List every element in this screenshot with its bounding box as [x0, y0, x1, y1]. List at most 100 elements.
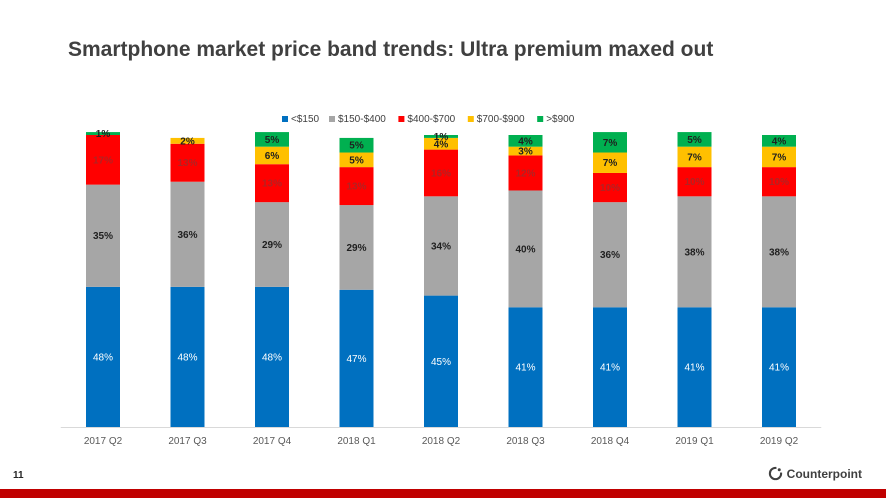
bar-segment-1-5 [508, 190, 543, 308]
data-label-3-4: 4% [434, 139, 449, 150]
data-label-4-0: 1% [96, 129, 111, 140]
legend-swatch-4 [537, 116, 544, 122]
bar-segment-2-7 [677, 167, 712, 197]
data-label-0-4: 45% [431, 357, 451, 368]
bar-segment-3-4 [424, 137, 458, 150]
data-label-4-4: 1% [434, 132, 449, 143]
data-label-0-7: 41% [684, 363, 704, 374]
x-axis-ticks: 2017 Q2 2017 Q3 2017 Q4 2018 Q1 2018 Q2 2018 … [84, 436, 799, 447]
bar-segment-0-6 [593, 307, 627, 427]
counterpoint-logo-icon [768, 466, 782, 481]
x-tick-label-5: 2018 Q3 [506, 436, 545, 447]
bar-segment-4-8 [762, 135, 796, 147]
bar-segment-4-7 [677, 132, 712, 147]
bar-segment-3-2 [255, 146, 289, 165]
data-label-4-6: 7% [603, 138, 618, 149]
bar-segment-3-1 [170, 137, 205, 144]
x-tick-label-3: 2018 Q1 [337, 436, 376, 447]
data-label-1-3: 29% [346, 243, 366, 254]
bar-segment-1-2 [255, 202, 289, 287]
data-label-1-4: 34% [431, 241, 451, 252]
bar-segment-0-5 [508, 307, 543, 427]
bar-segment-2-3 [339, 167, 374, 206]
data-label-2-5: 12% [515, 168, 535, 179]
data-label-4-5: 4% [518, 136, 533, 147]
page-number: 11 [13, 470, 24, 481]
stacked-bar-chart: <$150 $150-$400 $400-$700 $700-$900 >$900 48… [60, 114, 822, 447]
bar-segment-2-4 [424, 149, 458, 197]
bar-segment-4-2 [255, 132, 289, 147]
bar-segment-0-2 [255, 286, 289, 427]
bar-segment-0-8 [762, 307, 796, 427]
legend-label-1: $150-$400 [338, 114, 386, 125]
x-tick-label-4: 2018 Q2 [422, 436, 461, 447]
data-label-4-3: 5% [349, 141, 364, 152]
bar-segment-1-0 [86, 184, 120, 287]
data-label-0-5: 41% [515, 363, 535, 374]
x-tick-label-2: 2017 Q4 [253, 436, 292, 447]
bar-segment-1-3 [339, 205, 374, 290]
data-label-2-7: 10% [684, 177, 704, 188]
data-label-1-1: 36% [177, 230, 197, 241]
data-label-0-6: 41% [600, 363, 620, 374]
bar-segment-4-6 [593, 132, 627, 153]
bar-segment-0-4 [424, 295, 458, 427]
bar-segment-1-1 [170, 181, 205, 287]
brand-logo: Counterpoint [768, 466, 862, 481]
brand-name: Counterpoint [786, 466, 862, 481]
x-tick-label-6: 2018 Q4 [591, 436, 630, 447]
data-label-0-3: 47% [346, 354, 366, 365]
bar-segment-2-6 [593, 172, 627, 203]
x-tick-label-7: 2019 Q1 [675, 436, 714, 447]
data-label-2-4: 16% [431, 168, 451, 179]
legend-swatch-1 [329, 116, 335, 122]
legend-swatch-3 [467, 116, 474, 122]
legend-label-3: $700-$900 [477, 114, 525, 125]
data-label-0-1: 48% [177, 352, 197, 363]
bar-segment-2-0 [86, 135, 120, 185]
bar-segment-2-2 [255, 164, 289, 203]
bar-segment-1-7 [677, 196, 712, 308]
bar-segment-2-8 [762, 167, 796, 197]
chart-bars: 48% 35% 17% 1% 48% 36% 13% 2% 48% 29% 13% 6% 5% 47% 29… [86, 129, 796, 427]
data-label-1-2: 29% [262, 240, 282, 251]
bar-segment-3-7 [677, 146, 712, 168]
data-label-4-2: 5% [265, 135, 280, 146]
bar-segment-3-6 [593, 152, 627, 173]
data-label-0-2: 48% [262, 352, 282, 363]
bar-segment-4-4 [424, 135, 458, 138]
data-label-3-1: 2% [180, 136, 195, 147]
bar-segment-0-7 [677, 307, 712, 427]
bar-segment-4-3 [339, 137, 374, 153]
data-label-2-2: 13% [262, 179, 282, 190]
data-label-2-1: 13% [177, 158, 197, 169]
legend-label-4: >$900 [546, 114, 575, 125]
bar-segment-2-5 [508, 155, 543, 191]
data-label-1-6: 36% [600, 250, 620, 261]
data-label-3-2: 6% [265, 151, 280, 162]
bar-segment-3-5 [508, 146, 543, 156]
data-label-1-7: 38% [684, 247, 704, 258]
x-tick-label-0: 2017 Q2 [84, 436, 123, 447]
data-label-4-7: 5% [687, 135, 702, 146]
bar-segment-3-8 [762, 146, 796, 168]
data-label-4-8: 4% [772, 136, 787, 147]
page-title: Smartphone market price band trends: Ult… [68, 38, 714, 61]
bar-segment-3-3 [339, 152, 374, 168]
bar-segment-1-6 [593, 202, 627, 308]
bar-segment-1-4 [424, 196, 458, 296]
data-label-0-8: 41% [769, 363, 789, 374]
bar-segment-2-1 [170, 143, 205, 182]
data-label-3-3: 5% [349, 155, 364, 166]
data-label-3-8: 7% [772, 152, 787, 163]
data-label-1-8: 38% [769, 247, 789, 258]
data-label-0-0: 48% [93, 352, 113, 363]
data-label-3-5: 3% [518, 147, 533, 158]
data-label-3-6: 7% [603, 158, 618, 169]
bar-segment-4-0 [86, 132, 120, 135]
data-label-2-8: 10% [769, 177, 789, 188]
bar-segment-0-1 [170, 286, 205, 427]
bar-segment-0-0 [86, 286, 120, 427]
bar-segment-0-3 [339, 289, 374, 427]
data-label-2-3: 13% [346, 182, 366, 193]
